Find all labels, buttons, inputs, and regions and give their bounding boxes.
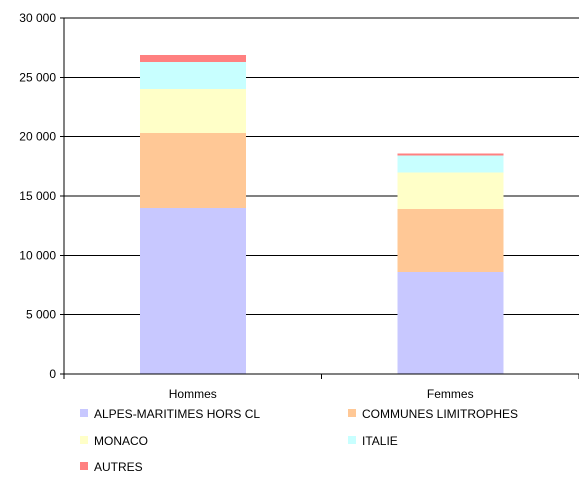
legend-label: ALPES-MARITIMES HORS CL: [94, 407, 260, 421]
axes: 0 5 000 10 000 15 000 20 000 25 000 30 000 Homm…: [19, 11, 579, 401]
legend-swatch: [80, 436, 88, 444]
legend-swatch: [348, 409, 356, 417]
bar-segment: [139, 89, 246, 134]
bar-segment: [397, 271, 504, 374]
bar-segment: [397, 209, 504, 272]
y-tick-label: 0: [49, 367, 56, 381]
legend-label: MONACO: [94, 434, 148, 448]
bar-segment: [397, 153, 504, 156]
legend-swatch: [80, 462, 88, 470]
x-category-label: Hommes: [169, 387, 217, 401]
legend-swatch: [80, 409, 88, 417]
bar-segment: [397, 155, 504, 173]
y-tick-label: 5 000: [26, 308, 56, 322]
y-tick-label: 20 000: [19, 130, 56, 144]
bar-segment: [397, 172, 504, 210]
legend-swatch: [348, 436, 356, 444]
bar-segment: [139, 54, 246, 62]
y-tick-label: 30 000: [19, 11, 56, 25]
legend-label: COMMUNES LIMITROPHES: [362, 407, 518, 421]
y-tick-label: 25 000: [19, 70, 56, 84]
bars: [139, 54, 504, 374]
legend-label: ITALIE: [362, 434, 398, 448]
legend: ALPES-MARITIMES HORS CL COMMUNES LIMITROP…: [80, 407, 518, 474]
bar-segment: [139, 61, 246, 90]
y-tick-label: 10 000: [19, 248, 56, 262]
legend-label: AUTRES: [94, 460, 143, 474]
y-tick-label: 15 000: [19, 189, 56, 203]
bar-segment: [139, 207, 246, 374]
x-category-label: Femmes: [427, 387, 474, 401]
bar-segment: [139, 133, 246, 208]
